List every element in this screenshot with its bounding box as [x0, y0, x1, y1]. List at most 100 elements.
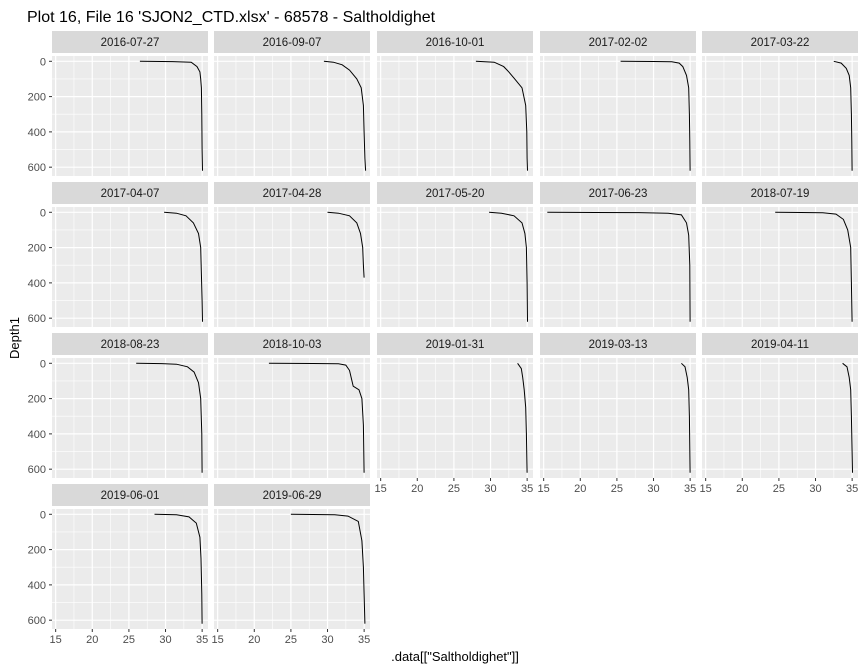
panel-background — [702, 56, 858, 176]
x-tick-label: 30 — [647, 483, 659, 495]
facet-panel: 2018-10-03 — [214, 333, 370, 478]
facet-strip — [214, 333, 370, 355]
facet-strip — [214, 182, 370, 204]
facet-panel: 2018-08-23 0 200 400 600 — [28, 333, 208, 478]
x-tick-label: 15 — [700, 483, 712, 495]
y-tick-label: 0 — [40, 358, 46, 370]
facet-label: 2018-10-03 — [263, 339, 322, 351]
y-tick-label: 200 — [28, 92, 46, 104]
facet-label: 2017-04-28 — [263, 188, 322, 200]
facet-label: 2016-10-01 — [426, 37, 485, 49]
x-tick-label: 25 — [285, 634, 297, 646]
panel-background — [52, 56, 208, 176]
salinity-profile-line — [290, 513, 366, 624]
x-tick-label: 25 — [448, 483, 460, 495]
y-tick-label: 0 — [40, 509, 46, 521]
panel-background — [377, 207, 533, 327]
panel-background — [52, 207, 208, 327]
facet-panel: 2019-03-13 15 20 25 30 35 — [538, 333, 696, 495]
salinity-profile-line — [268, 362, 365, 473]
x-tick-label: 20 — [248, 634, 260, 646]
salinity-profile-line — [489, 211, 528, 322]
facet-label: 2019-06-29 — [263, 490, 322, 502]
panel-background — [214, 56, 370, 176]
facet-panel: 2018-07-19 — [702, 182, 858, 327]
facet-panel: 2017-04-28 — [214, 182, 370, 327]
facet-panel: 2017-02-02 — [540, 31, 696, 176]
panel-background — [540, 56, 696, 176]
facet-strip — [377, 333, 533, 355]
facet-strip — [540, 31, 696, 53]
facet-panel: 2019-06-29 15 20 25 30 35 — [212, 484, 370, 646]
facet-panel: 2019-01-31 15 20 25 30 35 — [375, 333, 533, 495]
facet-label: 2017-06-23 — [589, 188, 648, 200]
panel-background — [540, 358, 696, 478]
y-tick-label: 600 — [28, 162, 46, 174]
salinity-profile-line — [833, 60, 853, 171]
facet-label: 2019-01-31 — [426, 339, 485, 351]
x-tick-label: 20 — [574, 483, 586, 495]
facet-strip — [377, 182, 533, 204]
salinity-profile-line — [620, 60, 691, 171]
panel-background — [214, 509, 370, 629]
x-tick-label: 30 — [321, 634, 333, 646]
salinity-profile-line — [136, 362, 203, 473]
salinity-profile-line — [517, 363, 528, 473]
y-tick-label: 0 — [40, 207, 46, 219]
panel-background — [377, 358, 533, 478]
facet-strip — [702, 182, 858, 204]
x-tick-label: 35 — [358, 634, 370, 646]
facet-strip — [540, 182, 696, 204]
facet-label: 2018-08-23 — [101, 339, 160, 351]
facet-label: 2017-03-22 — [751, 37, 810, 49]
y-tick-label: 400 — [28, 429, 46, 441]
facet-strip — [702, 333, 858, 355]
facet-label: 2019-06-01 — [101, 490, 160, 502]
facet-strip — [52, 484, 208, 506]
panel-background — [214, 358, 370, 478]
facet-panel: 2019-06-01 0 200 400 600 15 20 25 30 35 — [28, 484, 208, 646]
facet-strip — [52, 182, 208, 204]
panel-background — [214, 207, 370, 327]
panel-background — [702, 358, 858, 478]
x-tick-label: 35 — [521, 483, 533, 495]
x-tick-label: 35 — [846, 483, 858, 495]
facet-label: 2016-09-07 — [263, 37, 322, 49]
salinity-profile-line — [842, 362, 853, 473]
y-tick-label: 200 — [28, 545, 46, 557]
y-tick-label: 0 — [40, 56, 46, 68]
facet-label: 2019-04-11 — [751, 339, 809, 351]
x-axis-title: .data[["Saltholdighet"]] — [391, 649, 519, 664]
x-tick-label: 15 — [375, 483, 387, 495]
salinity-profile-line — [139, 60, 203, 171]
facet-strip — [52, 31, 208, 53]
facet-panel: 2017-06-23 — [540, 182, 696, 327]
x-tick-label: 25 — [123, 634, 135, 646]
salinity-profile-line — [164, 211, 203, 322]
panel-background — [52, 358, 208, 478]
x-tick-label: 15 — [212, 634, 224, 646]
facet-label: 2018-07-19 — [751, 188, 810, 200]
x-tick-label: 25 — [773, 483, 785, 495]
panel-background — [377, 56, 533, 176]
y-axis-title: Depth1 — [7, 317, 22, 359]
x-tick-label: 20 — [736, 483, 748, 495]
panel-background — [540, 207, 696, 327]
facet-label: 2017-05-20 — [426, 188, 485, 200]
salinity-profile-line — [547, 211, 691, 322]
facet-label: 2019-03-13 — [589, 339, 648, 351]
y-tick-label: 400 — [28, 127, 46, 139]
facet-panel: 2017-05-20 — [377, 182, 533, 327]
facet-panel: 2017-04-07 0 200 400 600 — [28, 182, 208, 327]
y-tick-label: 200 — [28, 394, 46, 406]
facet-panel: 2016-07-27 0 200 400 600 — [28, 31, 208, 176]
x-tick-label: 25 — [611, 483, 623, 495]
salinity-profile-line — [775, 211, 853, 322]
panel-background — [702, 207, 858, 327]
facet-strip — [214, 31, 370, 53]
salinity-profile-line — [475, 60, 528, 171]
x-tick-label: 30 — [484, 483, 496, 495]
facet-label: 2016-07-27 — [101, 37, 160, 49]
